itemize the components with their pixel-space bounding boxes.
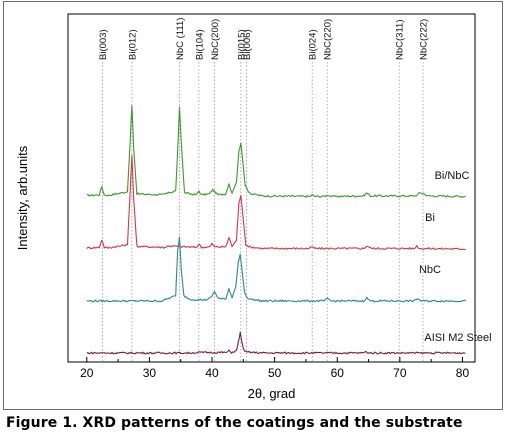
- reference-lines-group: Bi(003) Bi(012) NbC (111) Bi(104) NbC(200) Bi…: [98, 18, 430, 362]
- x-axis: 20 30 40 50 60 70 80: [80, 357, 469, 380]
- figure-caption: Figure 1. XRD patterns of the coatings a…: [6, 415, 463, 431]
- reference-line-label: NbC(200): [210, 19, 221, 60]
- x-tick-label: 60: [331, 366, 345, 380]
- x-tick-label: 40: [205, 366, 219, 380]
- reference-line-label: Bi(024): [308, 29, 319, 60]
- reference-line-label: Bi(015): [236, 29, 247, 60]
- series-line-nbc: [86, 236, 466, 303]
- figure-border: [3, 1, 503, 410]
- reference-line-label: NbC(311): [395, 20, 406, 60]
- x-tick-label: 20: [80, 366, 94, 380]
- series-label: NbC: [419, 264, 441, 276]
- series-group: [86, 104, 466, 355]
- reference-line-label: Bi(012): [127, 29, 138, 60]
- plot-frame: [67, 13, 476, 363]
- reference-line-label: Bi(104): [194, 29, 205, 60]
- x-tick-label: 30: [143, 366, 157, 380]
- x-tick-label: 70: [393, 366, 407, 380]
- series-line-aisi-m2-steel: [86, 331, 466, 355]
- series-line-bi: [86, 154, 466, 251]
- reference-line-label: NbC (111): [175, 18, 186, 60]
- x-axis-label: 2θ, grad: [248, 386, 296, 401]
- x-tick-label: 50: [268, 366, 282, 380]
- series-labels-group: Bi/NbC Bi NbC AISI M2 Steel: [419, 170, 492, 344]
- series-label: Bi/NbC: [435, 170, 470, 182]
- series-label: AISI M2 Steel: [424, 332, 491, 344]
- series-line-bi-nbc: [86, 104, 466, 198]
- reference-line-label: NbC(220): [323, 19, 334, 60]
- x-tick-label: 80: [456, 366, 470, 380]
- series-label: Bi: [425, 212, 435, 224]
- reference-line-label: Bi(006): [242, 29, 253, 60]
- y-axis-label: Intensity, arb.units: [15, 145, 30, 250]
- reference-line-label: NbC(222): [419, 19, 430, 60]
- reference-line-label: Bi(003): [98, 29, 109, 60]
